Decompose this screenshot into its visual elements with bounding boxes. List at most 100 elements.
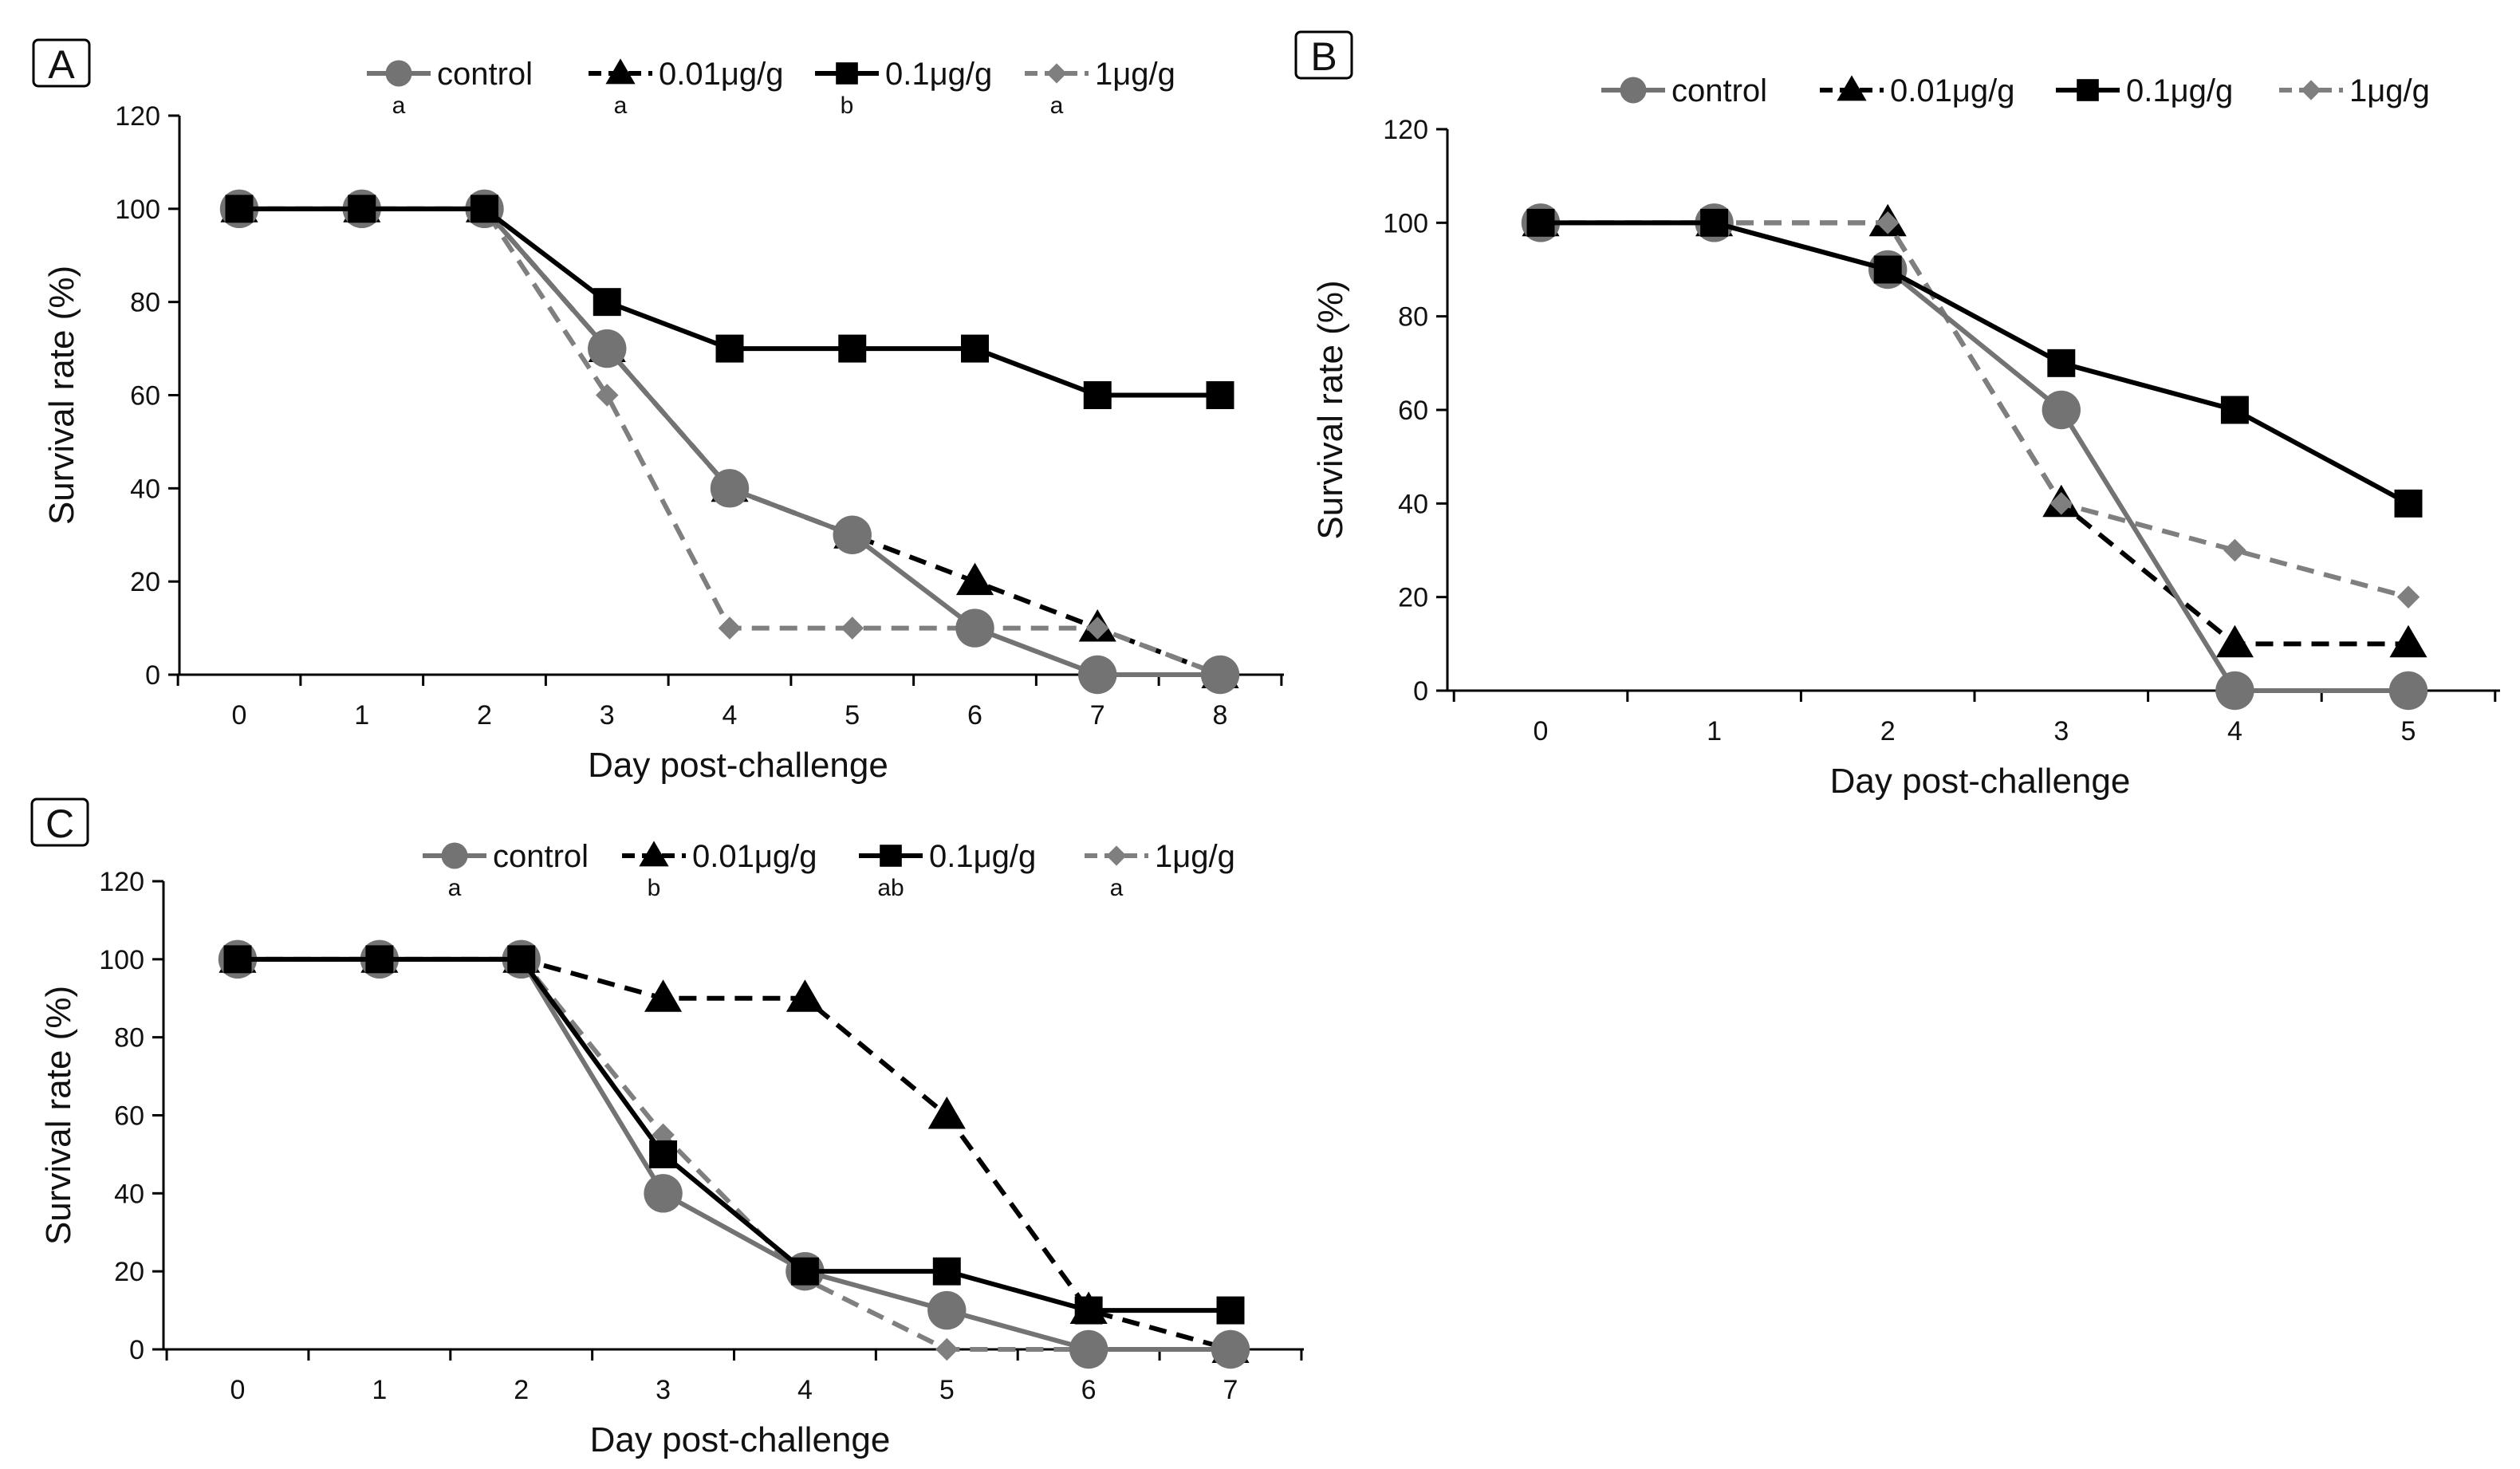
- series-0: [1521, 203, 2428, 711]
- y-tick-label: 100: [99, 945, 144, 975]
- legend-label: control: [1671, 73, 1767, 108]
- series-line: [239, 206, 1220, 398]
- panel-letter-text: B: [1310, 34, 1337, 79]
- data-point: [1876, 211, 1900, 234]
- y-tick-label: 60: [130, 381, 160, 412]
- data-point: [1700, 208, 1729, 237]
- data-point: [1085, 616, 1109, 640]
- data-point: [1083, 381, 1112, 409]
- panel-letter-text: C: [45, 801, 74, 846]
- data-point: [1873, 255, 1902, 284]
- data-point: [841, 616, 864, 640]
- data-point: [593, 288, 621, 317]
- legend-swatch-marker: [880, 845, 902, 867]
- data-point: [471, 195, 498, 223]
- x-tick-label: 5: [939, 1375, 955, 1405]
- y-tick-label: 80: [1398, 302, 1428, 333]
- legend-label: 0.1μg/g: [2126, 73, 2233, 108]
- legend-label: 0.01μg/g: [692, 839, 817, 874]
- legend-swatch-marker: [605, 58, 636, 85]
- data-point: [225, 195, 254, 223]
- x-tick-label: 5: [845, 700, 860, 731]
- legend-item: 1μg/g a: [1085, 839, 1235, 901]
- data-point: [955, 608, 994, 648]
- data-point: [2049, 492, 2073, 515]
- data-point: [2215, 671, 2254, 711]
- legend-swatch-marker: [1106, 845, 1127, 866]
- data-point: [2394, 489, 2423, 518]
- series-line: [238, 956, 1231, 1352]
- legend-item: 1μg/g a: [1025, 57, 1175, 119]
- legend-swatch-marker: [1046, 63, 1067, 84]
- y-tick-label: 40: [1398, 489, 1428, 519]
- y-tick-label: 80: [130, 288, 160, 318]
- data-point: [2042, 390, 2081, 430]
- x-tick-label: 7: [1223, 1375, 1238, 1405]
- data-point: [348, 195, 376, 223]
- series-2: [225, 195, 1234, 409]
- y-tick-label: 80: [114, 1023, 144, 1054]
- legend-label: 0.01μg/g: [659, 57, 784, 92]
- x-tick-label: 2: [514, 1375, 529, 1405]
- data-point: [1526, 208, 1555, 237]
- y-axis-title: Survival rate (%): [42, 266, 81, 525]
- x-tick-label: 4: [2227, 716, 2242, 746]
- panel-letter-text: A: [48, 42, 75, 87]
- data-point: [932, 1257, 961, 1286]
- x-tick-label: 6: [967, 700, 982, 731]
- series-2: [1526, 208, 2423, 518]
- data-point: [927, 1096, 966, 1129]
- x-tick-label: 7: [1090, 700, 1105, 731]
- y-tick-label: 40: [130, 474, 160, 504]
- y-axis-title: Survival rate (%): [1311, 280, 1350, 539]
- legend-label: control: [437, 57, 533, 92]
- x-tick-label: 3: [656, 1375, 671, 1405]
- x-tick-label: 2: [1880, 716, 1896, 746]
- x-tick-label: 1: [354, 700, 369, 731]
- legend-item: 1μg/g: [2279, 73, 2430, 108]
- series-3: [227, 197, 1232, 687]
- series-line: [239, 206, 1222, 677]
- legend-item: 0.1μg/g ab: [859, 839, 1036, 901]
- panel-a: A 0 20 40 60 80 100 120 0 1 2 3 4 5 6 7 8 Day post-challe…: [32, 38, 1284, 785]
- data-point: [955, 562, 994, 596]
- significance-letter: a: [448, 875, 462, 901]
- legend-swatch-marker: [441, 842, 468, 869]
- legend-swatch-marker: [1620, 77, 1647, 104]
- x-tick-label: 0: [1534, 716, 1549, 746]
- data-point: [1206, 381, 1234, 409]
- y-tick-label: 120: [1383, 115, 1428, 145]
- data-point: [2220, 396, 2249, 424]
- x-tick-label: 8: [1213, 700, 1228, 731]
- legend-swatch-marker: [385, 60, 412, 87]
- series-line: [239, 206, 1222, 677]
- data-point: [1211, 1329, 1250, 1369]
- legend: control 0.01μg/g 0.1μg/g 1μg/g: [1601, 73, 2430, 108]
- y-tick-label: 0: [145, 660, 160, 691]
- legend-item: control a: [367, 57, 533, 119]
- legend-label: 0.1μg/g: [885, 57, 992, 92]
- y-tick-label: 20: [1398, 583, 1428, 613]
- y-tick-label: 60: [1398, 396, 1428, 426]
- panel-letter: B: [1294, 30, 1353, 80]
- y-tick-label: 0: [1413, 676, 1428, 707]
- series-line: [239, 206, 1220, 677]
- legend-item: 0.01μg/g: [1820, 73, 2015, 108]
- y-tick-label: 120: [99, 867, 144, 897]
- data-point: [1216, 1296, 1245, 1325]
- panel-b: B 0 20 40 60 80 100 120 0 1 2 3 4 5 Day post-challenge…: [1294, 30, 2500, 801]
- data-point: [927, 1290, 967, 1330]
- x-tick-label: 1: [372, 1375, 387, 1405]
- significance-letter: a: [1110, 875, 1124, 901]
- x-axis-title: Day post-challenge: [590, 1420, 891, 1459]
- legend-item: 0.01μg/g a: [589, 57, 784, 119]
- x-tick-label: 4: [797, 1375, 813, 1405]
- x-tick-label: 4: [723, 700, 738, 731]
- data-point: [644, 1174, 683, 1213]
- significance-letter: a: [392, 93, 406, 119]
- data-point: [838, 334, 867, 363]
- data-point: [649, 1140, 678, 1168]
- series-line: [1541, 220, 2408, 693]
- legend-label: control: [493, 839, 589, 874]
- series-2: [223, 945, 1245, 1325]
